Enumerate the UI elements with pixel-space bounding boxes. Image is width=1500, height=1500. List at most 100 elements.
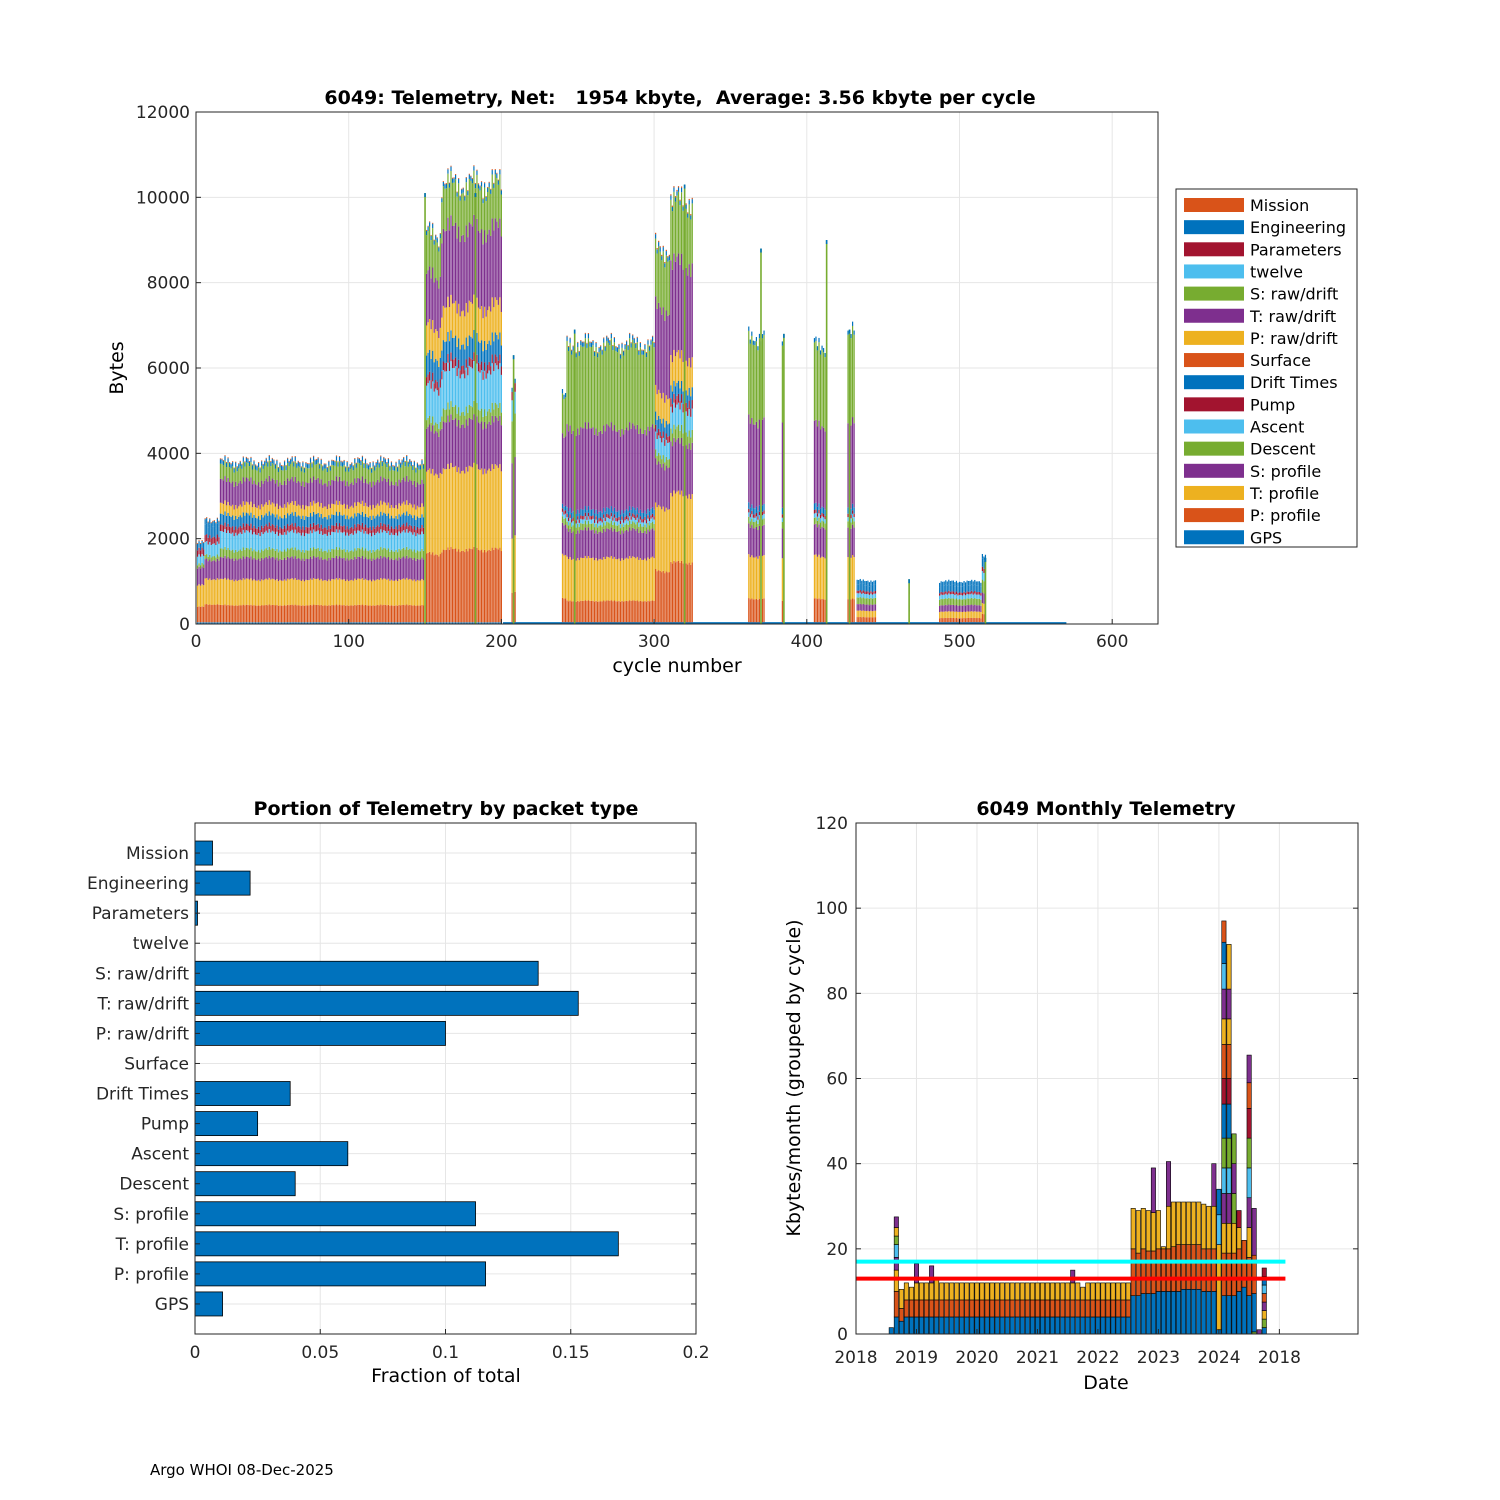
telemetry-segment [276, 622, 278, 624]
telemetry-segment [262, 534, 264, 551]
telemetry-segment [563, 514, 565, 519]
telemetry-cycle-bar [951, 580, 953, 624]
telemetry-segment [873, 604, 875, 611]
telemetry-segment [227, 547, 229, 557]
telemetry-segment [470, 336, 472, 359]
telemetry-segment [609, 508, 611, 516]
fraction-category-label: Surface [124, 1054, 189, 1074]
telemetry-segment [416, 579, 419, 606]
telemetry-segment [438, 387, 440, 396]
telemetry-cycle-bar [395, 461, 397, 624]
telemetry-segment [610, 506, 612, 513]
telemetry-segment [955, 585, 958, 592]
telemetry-segment [580, 600, 582, 623]
telemetry-segment [369, 622, 371, 624]
telemetry-segment [378, 579, 380, 606]
telemetry-segment [966, 591, 968, 595]
telemetry-segment [494, 297, 496, 333]
telemetry-segment [230, 533, 232, 551]
telemetry-segment [488, 370, 490, 409]
telemetry-segment [396, 467, 399, 472]
telemetry-segment [412, 551, 414, 560]
telemetry-segment [300, 535, 302, 553]
telemetry-segment [326, 535, 328, 553]
top-xtick-label: 500 [943, 632, 975, 652]
telemetry-segment [432, 552, 434, 623]
telemetry-segment [308, 483, 310, 507]
telemetry-segment [386, 605, 388, 623]
telemetry-segment [346, 481, 348, 505]
telemetry-segment [242, 477, 244, 502]
telemetry-segment [951, 580, 953, 585]
telemetry-segment [312, 622, 315, 624]
telemetry-segment [201, 622, 203, 624]
telemetry-segment [403, 547, 405, 557]
telemetry-segment [409, 578, 411, 605]
telemetry-segment [290, 459, 292, 464]
monthly-segment [929, 1282, 935, 1301]
telemetry-segment [366, 483, 368, 507]
telemetry-segment [871, 592, 874, 595]
telemetry-segment [484, 362, 486, 371]
telemetry-segment [421, 460, 423, 465]
telemetry-segment [641, 512, 643, 520]
telemetry-segment [262, 550, 264, 560]
telemetry-segment [499, 297, 501, 333]
telemetry-segment [375, 526, 377, 534]
telemetry-cycle-bar [213, 520, 215, 624]
telemetry-segment [563, 555, 565, 599]
telemetry-segment [949, 622, 951, 624]
telemetry-segment [238, 463, 240, 465]
telemetry-segment [267, 481, 269, 506]
telemetry-segment [567, 517, 570, 522]
telemetry-segment [290, 463, 292, 480]
telemetry-segment [691, 197, 693, 200]
telemetry-segment [752, 599, 754, 623]
telemetry-segment [980, 595, 982, 600]
telemetry-segment [415, 486, 417, 510]
telemetry-segment [360, 514, 362, 526]
telemetry-segment [612, 345, 614, 346]
telemetry-segment [294, 523, 296, 530]
telemetry-segment [381, 504, 383, 516]
telemetry-segment [297, 549, 299, 559]
telemetry-segment [291, 476, 293, 502]
telemetry-segment [396, 529, 399, 536]
telemetry-segment [210, 604, 212, 623]
telemetry-segment [221, 548, 223, 558]
telemetry-segment [873, 591, 875, 594]
telemetry-segment [244, 526, 246, 533]
telemetry-segment [511, 391, 513, 401]
telemetry-segment [584, 506, 586, 513]
telemetry-segment [357, 512, 359, 524]
telemetry-segment [821, 349, 823, 427]
telemetry-cycle-bar [219, 458, 222, 624]
telemetry-segment [648, 601, 651, 623]
telemetry-cycle-bar [943, 581, 945, 624]
telemetry-cycle-bar [225, 461, 228, 624]
telemetry-segment [471, 359, 473, 369]
telemetry-segment [978, 585, 980, 592]
telemetry-segment [448, 362, 451, 371]
telemetry-segment [306, 516, 309, 528]
telemetry-segment [228, 533, 231, 551]
telemetry-segment [251, 580, 254, 606]
telemetry-segment [312, 500, 315, 512]
telemetry-segment [561, 508, 564, 512]
telemetry-cycle-bar [204, 518, 206, 624]
telemetry-segment [690, 215, 692, 220]
telemetry-segment [427, 383, 429, 418]
telemetry-cycle-bar [258, 462, 260, 624]
telemetry-segment [316, 513, 318, 525]
telemetry-segment [636, 522, 638, 529]
telemetry-segment [942, 618, 944, 623]
telemetry-segment [280, 580, 283, 606]
telemetry-cycle-bar [270, 460, 272, 624]
telemetry-segment [332, 622, 335, 624]
telemetry-cycle-bar [465, 177, 467, 624]
telemetry-segment [322, 622, 324, 624]
telemetry-segment [644, 558, 646, 602]
telemetry-segment [816, 426, 819, 507]
telemetry-segment [247, 578, 249, 605]
telemetry-segment [458, 179, 460, 184]
